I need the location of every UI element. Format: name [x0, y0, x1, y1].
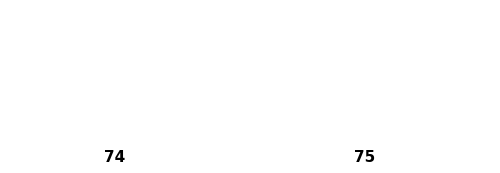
Text: 74: 74 — [104, 150, 126, 165]
Text: 75: 75 — [354, 150, 376, 165]
